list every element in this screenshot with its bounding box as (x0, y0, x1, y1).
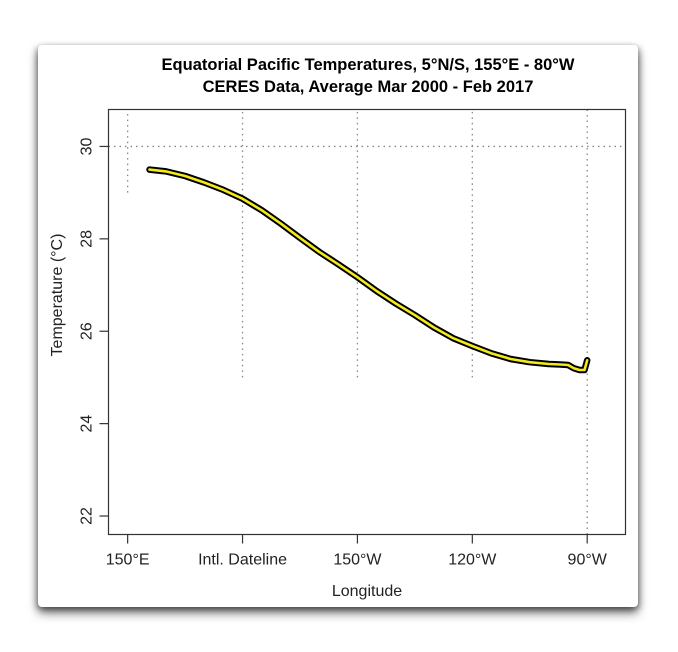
series-group (146, 166, 591, 374)
line-chart: Equatorial Pacific Temperatures, 5°N/S, … (49, 56, 627, 600)
x-tick-label: 120°W (448, 552, 497, 569)
series-line-outline (146, 166, 591, 374)
y-tick-label: 26 (79, 322, 96, 340)
y-tick-label: 24 (79, 415, 96, 433)
y-tick-label: 28 (79, 230, 96, 248)
chart-title: Equatorial Pacific Temperatures, 5°N/S, … (162, 56, 575, 74)
reference-lines (108, 109, 626, 535)
chart-subtitle: CERES Data, Average Mar 2000 - Feb 2017 (203, 78, 534, 96)
series-line (148, 168, 589, 372)
x-axis: 150°E Intl. Dateline 150°W 120°W 90°W (106, 534, 608, 569)
x-tick-label: 90°W (568, 552, 608, 569)
chart-card: Equatorial Pacific Temperatures, 5°N/S, … (38, 45, 638, 607)
y-tick-label: 22 (79, 507, 96, 525)
y-axis: 22 24 26 28 30 (79, 137, 109, 525)
x-tick-label: 150°W (333, 552, 382, 569)
plot-frame (107, 108, 627, 536)
x-axis-label: Longitude (332, 583, 402, 600)
y-tick-label: 30 (79, 137, 96, 155)
x-tick-label: Intl. Dateline (198, 552, 287, 569)
y-axis-label: Temperature (°C) (49, 234, 66, 357)
x-tick-label: 150°E (106, 552, 150, 569)
